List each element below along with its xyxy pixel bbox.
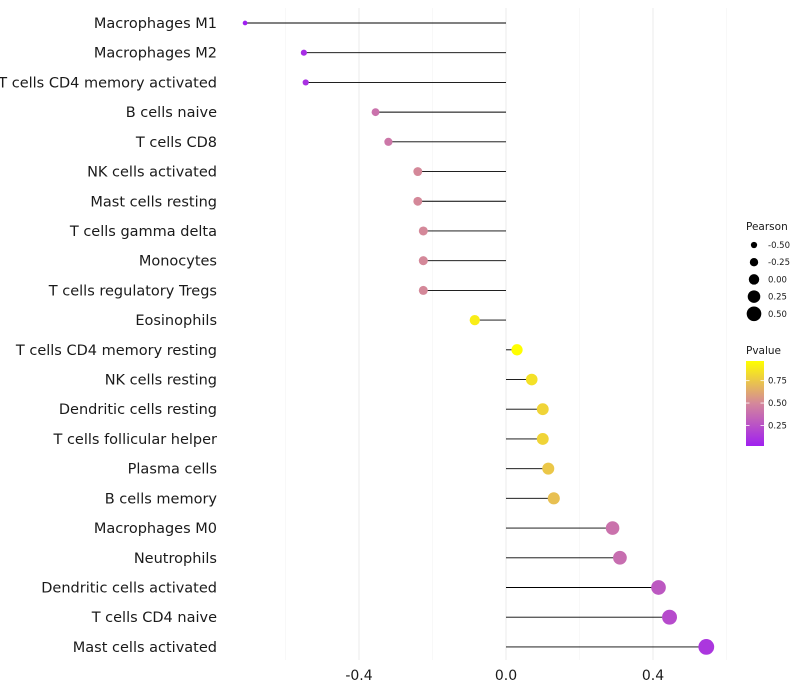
- point-17: [605, 521, 620, 535]
- size-legend-key-0: [750, 241, 758, 249]
- point-1: [300, 49, 307, 56]
- category-label-8: Monocytes: [139, 254, 217, 270]
- point-5: [413, 167, 423, 176]
- category-label-17: Macrophages M0: [94, 521, 217, 537]
- color-legend-title: Pvalue: [746, 345, 781, 357]
- category-label-2: T cells CD4 memory activated: [0, 75, 217, 91]
- lollipop-stems: [245, 22, 707, 648]
- size-legend-key-4: [746, 306, 762, 322]
- size-legend-title: Pearson: [746, 221, 788, 233]
- point-13: [536, 403, 549, 416]
- point-0: [242, 20, 248, 26]
- category-label-0: Macrophages M1: [94, 16, 217, 32]
- point-18: [613, 550, 627, 565]
- color-legend-label-2: 0.25: [768, 421, 787, 431]
- category-label-1: Macrophages M2: [94, 46, 217, 62]
- color-legend-label-0: 0.75: [768, 377, 787, 387]
- point-10: [469, 314, 480, 326]
- point-9: [418, 285, 428, 295]
- category-label-3: B cells naive: [126, 105, 217, 121]
- y-axis-labels: Macrophages M1 Macrophages M2 T cells CD4 …: [0, 16, 217, 656]
- color-legend-label-1: 0.50: [768, 399, 787, 409]
- point-15: [542, 462, 555, 475]
- category-label-9: T cells regulatory Tregs: [48, 283, 217, 299]
- category-label-20: T cells CD4 naive: [91, 610, 217, 626]
- x-axis-tick-labels: -0.4 0.0 0.4: [345, 668, 664, 684]
- category-label-12: NK cells resting: [105, 373, 217, 389]
- pvalue-color-legend: Pvalue 0.75 0.50 0.25: [746, 345, 787, 446]
- category-label-15: Plasma cells: [128, 462, 217, 478]
- category-label-16: B cells memory: [105, 491, 218, 507]
- size-legend-label-4: 0.50: [768, 310, 787, 320]
- point-2: [302, 79, 309, 86]
- point-7: [418, 226, 428, 236]
- size-legend-key-2: [748, 274, 760, 285]
- category-label-4: T cells CD8: [135, 135, 217, 151]
- category-label-11: T cells CD4 memory resting: [15, 343, 217, 359]
- point-20: [662, 609, 677, 625]
- point-8: [418, 256, 428, 266]
- x-tick-label-2: 0.4: [642, 668, 664, 684]
- size-legend-label-2: 0.00: [768, 275, 787, 285]
- point-6: [413, 196, 423, 206]
- category-label-13: Dendritic cells resting: [59, 402, 217, 418]
- size-legend-label-1: -0.25: [768, 258, 790, 268]
- point-14: [536, 433, 549, 445]
- point-11: [511, 344, 523, 356]
- x-tick-label-1: 0.0: [495, 668, 517, 684]
- lollipop-points: [242, 20, 715, 655]
- x-tick-label-0: -0.4: [345, 668, 372, 684]
- category-label-7: T cells gamma delta: [69, 224, 217, 240]
- point-4: [384, 137, 393, 146]
- size-legend-label-3: 0.25: [768, 293, 787, 303]
- point-3: [371, 108, 380, 117]
- point-19: [651, 580, 666, 595]
- point-16: [547, 492, 560, 505]
- size-legend-label-0: -0.50: [768, 241, 790, 251]
- category-label-10: Eosinophils: [135, 313, 217, 329]
- category-label-18: Neutrophils: [134, 551, 217, 567]
- category-label-19: Dendritic cells activated: [41, 580, 217, 596]
- point-21: [698, 639, 715, 655]
- point-12: [525, 373, 538, 386]
- category-label-14: T cells follicular helper: [52, 432, 217, 448]
- category-label-21: Mast cells activated: [73, 640, 217, 656]
- category-label-5: NK cells activated: [87, 165, 217, 181]
- pearson-size-legend: Pearson -0.50 -0.25 0.00 0.25 0.50: [746, 221, 790, 322]
- color-legend-bar: [746, 361, 764, 446]
- gridlines: [285, 8, 727, 660]
- size-legend-key-1: [749, 258, 759, 267]
- category-label-6: Mast cells resting: [90, 194, 217, 210]
- size-legend-key-3: [747, 290, 761, 303]
